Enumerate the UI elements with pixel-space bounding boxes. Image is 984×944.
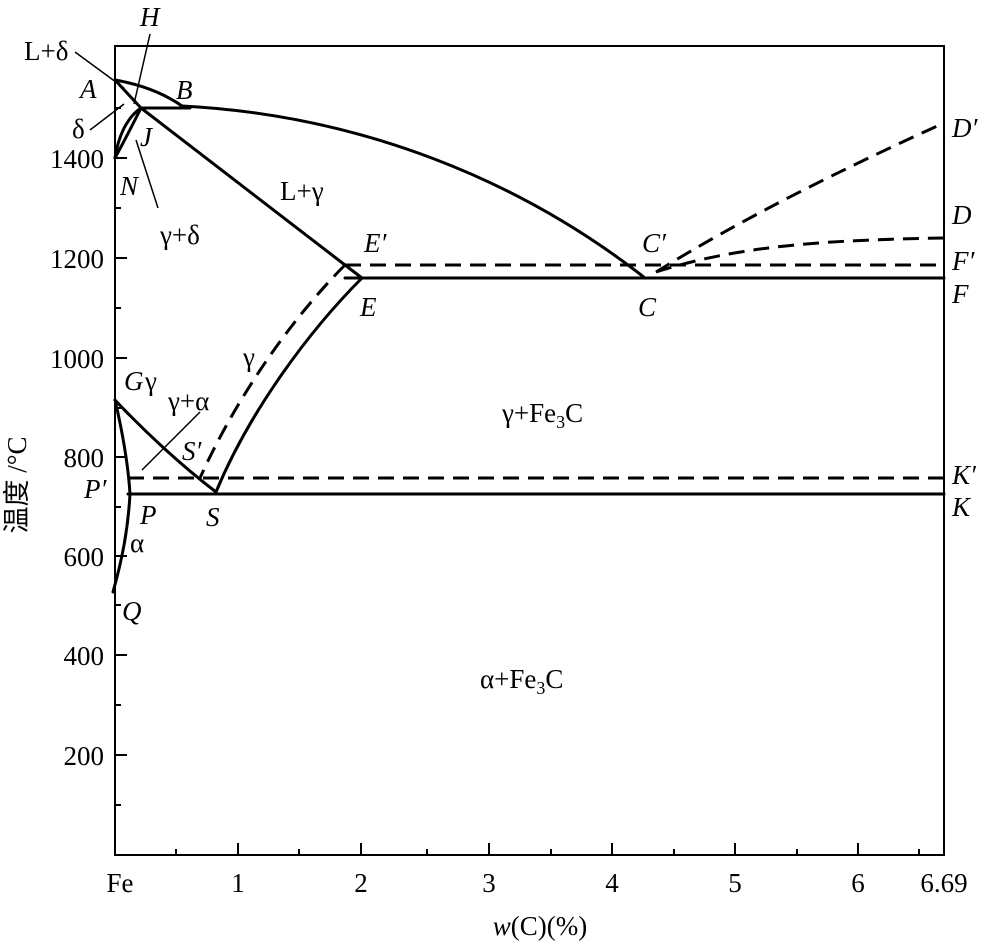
point-label-j: J xyxy=(140,122,154,152)
dashed-line-c-prime-d xyxy=(655,236,945,274)
point-label-d: D xyxy=(951,200,972,230)
point-labels: A H B J N E′ E C′ C D′ D F′ F G S′ S P′ … xyxy=(78,2,978,626)
x-tick-label: 4 xyxy=(605,868,619,898)
point-label-e-prime: E′ xyxy=(363,228,387,258)
y-tick-label: 200 xyxy=(64,741,105,771)
region-label-gamma-alpha: γ+α xyxy=(167,386,209,416)
x-axis-title: w(C)(%) xyxy=(493,911,587,941)
solid-phase-lines xyxy=(111,78,946,594)
region-label-l-delta: L+δ xyxy=(24,36,68,66)
region-label-l-gamma: L+γ xyxy=(280,176,324,206)
point-label-s: S xyxy=(206,502,220,532)
point-label-p-prime: P′ xyxy=(83,474,107,504)
y-axis-ticks xyxy=(115,107,127,806)
solidus-je xyxy=(139,106,347,267)
y-tick-label: 600 xyxy=(64,542,105,572)
point-label-e: E xyxy=(359,292,377,322)
point-label-f: F xyxy=(951,279,969,309)
y-axis-title: 温度 /°C xyxy=(2,436,32,533)
region-label-gamma-delta: γ+δ xyxy=(159,220,200,250)
point-label-g: G xyxy=(124,366,144,396)
boundary-hn xyxy=(113,106,143,160)
plot-frame xyxy=(114,45,945,856)
liquidus-bc xyxy=(180,104,647,280)
point-label-d-prime: D′ xyxy=(951,113,978,143)
solvus-es xyxy=(214,276,364,494)
point-label-q: Q xyxy=(122,596,142,626)
point-label-n: N xyxy=(119,171,140,201)
x-tick-label: 6 xyxy=(851,868,865,898)
boundary-gp xyxy=(113,398,132,496)
point-label-k: K xyxy=(951,492,972,522)
region-label-alpha-fe3c: α+Fe3C xyxy=(480,664,563,698)
point-label-b: B xyxy=(176,75,193,105)
point-label-k-prime: K′ xyxy=(951,460,977,490)
y-tick-label: 1000 xyxy=(50,344,104,374)
region-label-alpha: α xyxy=(130,528,144,558)
y-tick-label: 800 xyxy=(64,443,105,473)
dashed-phase-lines xyxy=(128,121,945,480)
y-tick-label: 400 xyxy=(64,641,105,671)
region-label-delta: δ xyxy=(72,114,85,144)
solvus-pq xyxy=(111,492,132,594)
x-tick-label: 1 xyxy=(231,868,245,898)
boundary-jn xyxy=(113,106,143,160)
point-label-h: H xyxy=(139,2,161,32)
x-tick-label: 3 xyxy=(482,868,496,898)
point-label-c: C xyxy=(638,292,657,322)
x-tick-labels: Fe 1 2 3 4 5 6 6.69 xyxy=(107,868,968,898)
x-axis-ticks xyxy=(175,843,920,855)
region-label-gamma-fe3c: γ+Fe3C xyxy=(501,398,583,432)
dashed-line-e-prime-s-prime xyxy=(198,263,347,479)
region-label-gamma-g: γ xyxy=(144,366,157,396)
liquidus-ab xyxy=(113,78,184,108)
x-tick-label: 5 xyxy=(728,868,742,898)
dashed-line-c-prime-d-prime xyxy=(655,121,945,274)
point-label-f-prime: F′ xyxy=(951,246,975,276)
point-label-c-prime: C′ xyxy=(642,228,667,258)
y-tick-labels: 200 400 600 800 1000 1200 1400 xyxy=(50,144,104,771)
point-label-a: A xyxy=(78,74,97,104)
point-label-s-prime: S′ xyxy=(182,436,203,466)
connector-e-prime-e xyxy=(343,263,364,280)
region-label-gamma: γ xyxy=(242,342,255,372)
x-tick-label: 2 xyxy=(354,868,368,898)
region-labels: L+δ δ γ+δ L+γ γ γ+α γ α γ+Fe3C α+Fe3C xyxy=(24,36,583,698)
y-tick-label: 1200 xyxy=(50,244,104,274)
x-tick-label: Fe xyxy=(107,868,134,898)
point-label-p: P xyxy=(139,500,157,530)
y-tick-label: 1400 xyxy=(50,144,104,174)
x-tick-label: 6.69 xyxy=(920,868,967,898)
leader-lines xyxy=(74,33,201,471)
